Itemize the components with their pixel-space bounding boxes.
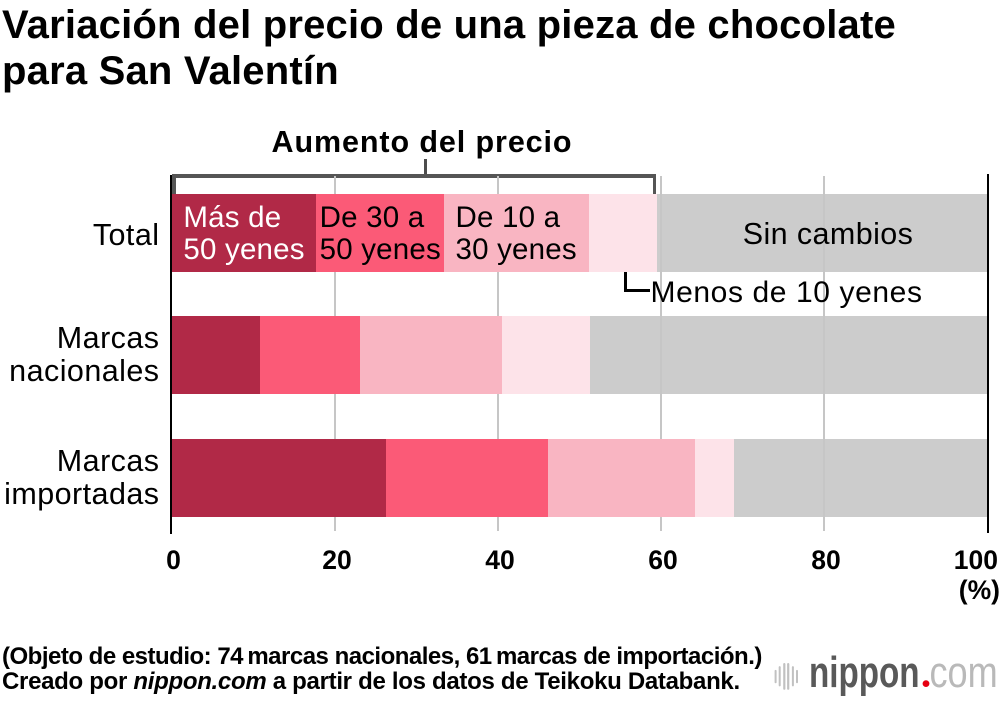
svg-text:com: com	[930, 650, 998, 697]
svg-text:nippon: nippon	[809, 650, 920, 697]
